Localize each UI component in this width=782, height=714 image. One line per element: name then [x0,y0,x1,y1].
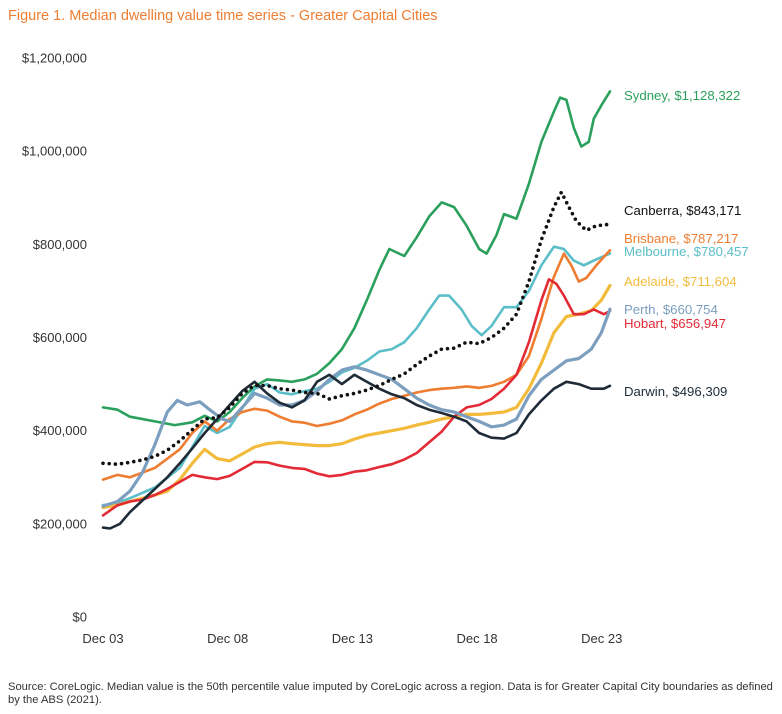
x-tick-label: Dec 23 [581,631,622,646]
x-tick-label: Dec 13 [332,631,373,646]
y-tick-label: $200,000 [33,516,87,531]
x-tick-label: Dec 03 [82,631,123,646]
chart-title: Figure 1. Median dwelling value time ser… [8,8,438,24]
x-axis: Dec 03 Dec 08 Dec 13 Dec 18 Dec 23 [82,631,622,646]
x-tick-label: Dec 08 [207,631,248,646]
series-label-sydney: Sydney, $1,128,322 [624,88,740,103]
series-label-brisbane: Brisbane, $787,217 [624,231,738,246]
y-tick-label: $1,000,000 [22,144,87,159]
series-label-canberra: Canberra, $843,171 [624,203,741,218]
series-line-melbourne [101,245,612,507]
y-tick-label: $400,000 [33,423,87,438]
series-label-darwin: Darwin, $496,309 [624,384,727,399]
series-label-perth: Perth, $660,754 [624,302,718,317]
series-line-sydney [101,90,612,427]
series-line-canberra [101,190,612,466]
y-tick-label: $800,000 [33,237,87,252]
series-layer [101,90,612,530]
series-line-brisbane [101,249,612,481]
series-line-darwin [101,373,612,530]
series-line-hobart [101,278,612,517]
x-tick-label: Dec 18 [456,631,497,646]
series-label-melbourne: Melbourne, $780,457 [624,244,749,259]
series-labels: Sydney, $1,128,322 Canberra, $843,171 Bris… [624,88,749,399]
source-note: Source: CoreLogic. Median value is the 5… [8,681,773,706]
y-axis: $0 $200,000 $400,000 $600,000 $800,000 $1,000… [22,51,87,625]
y-tick-label: $600,000 [33,330,87,345]
y-tick-label: $1,200,000 [22,51,87,66]
series-line-perth [101,307,612,508]
series-line-adelaide [101,283,612,510]
y-tick-label: $0 [73,610,87,625]
series-label-hobart: Hobart, $656,947 [624,316,726,331]
series-label-adelaide: Adelaide, $711,604 [624,274,737,289]
